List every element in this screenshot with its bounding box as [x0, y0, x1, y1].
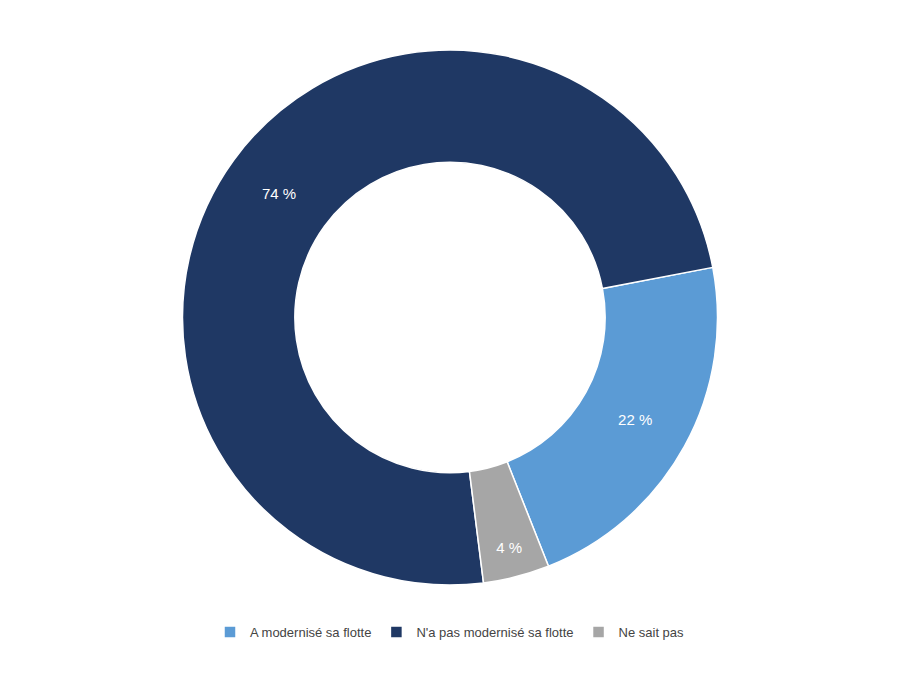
svg-text:74 %: 74 % [262, 185, 296, 202]
svg-text:22 %: 22 % [618, 411, 652, 428]
svg-text:4 %: 4 % [496, 539, 522, 556]
svg-text:Ne sait pas: Ne sait pas [619, 625, 685, 640]
svg-text:A modernisé sa flotte: A modernisé sa flotte [250, 625, 371, 640]
svg-text:N'a pas modernisé sa flotte: N'a pas modernisé sa flotte [416, 625, 573, 640]
